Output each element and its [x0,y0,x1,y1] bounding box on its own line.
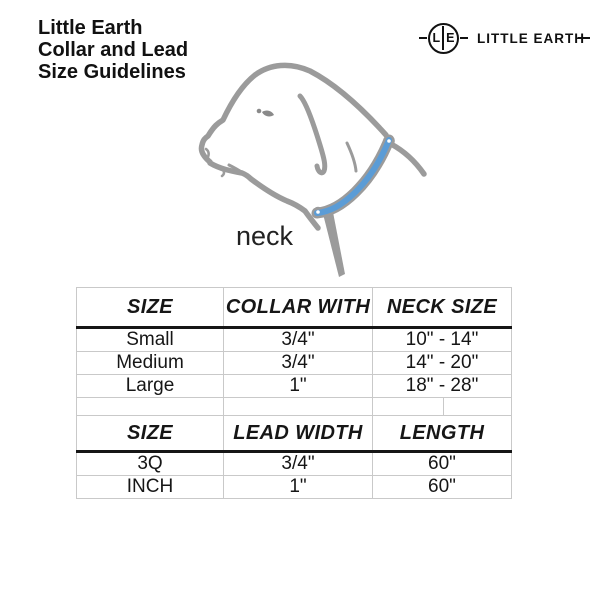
dog-eye-dot [256,108,262,114]
leash-line [388,141,427,177]
brand-logo: L E LITTLE EARTH [419,22,590,54]
collar-header-width: COLLAR WITH [223,287,373,329]
collar-row-medium: Medium 3/4" 14" - 20" [76,351,512,375]
logo-monogram-l: L [432,30,441,45]
dog-outline-bottom [207,160,321,231]
collar-small-width: 3/4" [223,327,373,352]
lead-row-inch: INCH 1" 60" [76,475,512,499]
lead-header-size: SIZE [76,415,224,453]
collar-rivet-bottom [316,210,320,214]
collar-small-neck: 10" - 14" [372,327,512,352]
dog-chin-line [220,167,226,178]
logo-tick-left [419,36,427,40]
logo-dash-end [578,36,590,40]
dog-head-illustration [198,62,427,277]
dog-nostril-line [204,147,210,159]
lead-header-width: LEAD WIDTH [223,415,373,453]
logo-divider-bar [442,26,445,50]
collar-large-size: Large [76,374,224,398]
collar-band [314,137,392,216]
lead-3q-length: 60" [372,451,512,476]
collar-row-large: Large 1" 18" - 28" [76,374,512,398]
lead-header-row: SIZE LEAD WIDTH LENGTH [76,415,512,453]
dog-eye-wedge [262,110,274,117]
collar-header-neck-size: NECK SIZE [372,287,512,329]
collar-small-size: Small [76,327,224,352]
page-title-line-1: Little Earth [38,17,143,39]
logo-monogram-circle: L E [428,22,459,54]
collar-outline [311,134,395,219]
logo-brand-text: LITTLE EARTH [477,30,585,46]
page-title-line-2: Collar and Lead [38,39,189,61]
collar-header-row: SIZE COLLAR WITH NECK SIZE [76,287,512,329]
collar-header-size: SIZE [76,287,224,329]
lead-inch-size: INCH [76,475,224,499]
dog-mouth-line [227,163,245,175]
collar-large-neck: 18" - 28" [372,374,512,398]
page-title-line-3: Size Guidelines [38,61,186,83]
collar-large-width: 1" [223,374,373,398]
spacer-cell [223,397,373,416]
page-title: Little Earth Collar and Lead Size Guidel… [38,17,188,83]
collar-row-small: Small 3/4" 10" - 14" [76,327,512,352]
collar-medium-size: Medium [76,351,224,375]
chest-strap [322,207,345,277]
spacer-cell [443,397,512,416]
logo-monogram-e: E [446,30,455,45]
lead-row-3q: 3Q 3/4" 60" [76,451,512,476]
collar-medium-neck: 14" - 20" [372,351,512,375]
lead-3q-size: 3Q [76,451,224,476]
dog-cheek-line [345,141,358,173]
collar-medium-width: 3/4" [223,351,373,375]
neck-label: neck [236,221,294,251]
table-spacer-row [76,397,512,416]
collar-rivet-top [387,139,391,143]
spacer-cell [76,397,224,416]
dog-outline-top [198,62,389,165]
size-guide-table: SIZE COLLAR WITH NECK SIZE Small 3/4" 10… [76,287,512,499]
spacer-cell [372,397,444,416]
lead-header-length: LENGTH [372,415,512,453]
lead-inch-width: 1" [223,475,373,499]
dog-ear-line [297,93,328,176]
lead-3q-width: 3/4" [223,451,373,476]
lead-inch-length: 60" [372,475,512,499]
logo-tick-right [460,36,468,40]
